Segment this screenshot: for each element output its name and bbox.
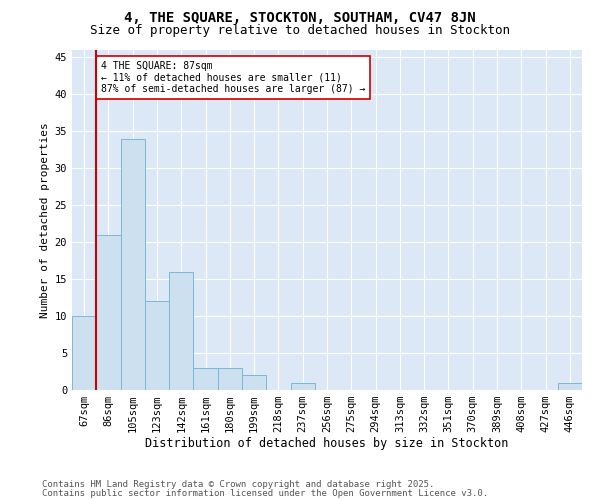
Text: 4, THE SQUARE, STOCKTON, SOUTHAM, CV47 8JN: 4, THE SQUARE, STOCKTON, SOUTHAM, CV47 8… — [124, 11, 476, 25]
X-axis label: Distribution of detached houses by size in Stockton: Distribution of detached houses by size … — [145, 436, 509, 450]
Bar — [121, 138, 145, 390]
Text: 4 THE SQUARE: 87sqm
← 11% of detached houses are smaller (11)
87% of semi-detach: 4 THE SQUARE: 87sqm ← 11% of detached ho… — [101, 61, 365, 94]
Bar — [96, 235, 121, 390]
Text: Size of property relative to detached houses in Stockton: Size of property relative to detached ho… — [90, 24, 510, 37]
Text: Contains public sector information licensed under the Open Government Licence v3: Contains public sector information licen… — [42, 488, 488, 498]
Bar — [193, 368, 218, 390]
Bar — [72, 316, 96, 390]
Y-axis label: Number of detached properties: Number of detached properties — [40, 122, 50, 318]
Bar — [169, 272, 193, 390]
Bar — [242, 375, 266, 390]
Bar — [558, 382, 582, 390]
Bar — [290, 382, 315, 390]
Bar — [218, 368, 242, 390]
Bar — [145, 302, 169, 390]
Text: Contains HM Land Registry data © Crown copyright and database right 2025.: Contains HM Land Registry data © Crown c… — [42, 480, 434, 489]
